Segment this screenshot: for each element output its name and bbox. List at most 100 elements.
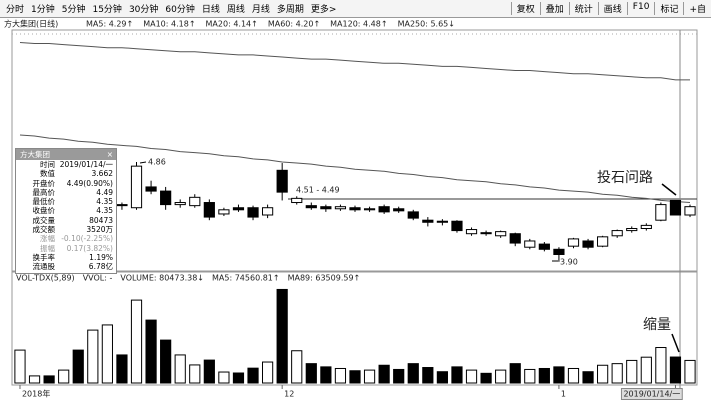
toolbar: 分时 1分钟 5分钟 15分钟 30分钟 60分钟 日线 周线 月线 多周期 更多> 复权 叠加 统计画…	[0, 0, 711, 18]
period-tabs: 分时 1分钟 5分钟 15分钟 30分钟 60分钟 日线 周线 月线 多周期 更多>	[0, 2, 336, 15]
legend-entry: MA120: 4.48↑	[330, 20, 387, 29]
info-row: 时间 2019/01/14/一	[16, 160, 116, 169]
candle-body	[363, 208, 376, 211]
volume-bar	[72, 349, 84, 384]
period-tab[interactable]: 1分钟	[31, 5, 55, 15]
candle-body	[611, 230, 623, 237]
volume-bar	[495, 369, 507, 384]
info-panel: 方大集团 × 时间 2019/01/14/一 数值 3.662 开盘价 4.49(0.90%…	[15, 148, 117, 274]
candle-body	[567, 238, 580, 247]
cursor-date-box	[620, 388, 683, 400]
volume-bar	[334, 367, 347, 384]
volume-bar	[43, 375, 55, 384]
info-row: 最高价 4.49	[16, 188, 116, 197]
candle-body	[626, 228, 638, 232]
signal-arrow	[661, 183, 677, 196]
candle-body	[130, 165, 143, 209]
info-row: 成交额 3520万	[16, 225, 116, 234]
info-row: 最低价 4.35	[16, 197, 116, 206]
period-tab[interactable]: 5分钟	[61, 5, 86, 15]
candle-body	[684, 206, 696, 216]
close-button[interactable]: ×	[106, 150, 113, 159]
volume-bar	[218, 371, 230, 384]
period-tab[interactable]: 更多>	[310, 5, 337, 15]
candle-body	[422, 219, 434, 223]
period-tab[interactable]: 60分钟	[165, 5, 195, 15]
candle-body	[407, 211, 419, 219]
legend: MA5: 4.29↑ MA10: 4.18↑ MA20: 4.14↑ MA60: 4.…	[86, 20, 455, 29]
range-label: 4.51 - 4.49	[296, 186, 340, 195]
tool-button[interactable]: 标记	[654, 2, 683, 15]
volume-bar	[436, 371, 448, 384]
candle-body	[465, 229, 478, 235]
period-tab[interactable]: 多周期	[276, 5, 304, 15]
candle-body	[247, 207, 259, 218]
volume-bar	[378, 364, 390, 384]
candle-body	[320, 206, 332, 210]
info-row: 流通股 6.78亿	[16, 262, 116, 271]
info-row: 收盘价 4.35	[16, 206, 116, 215]
volume-legend-entry: MA89: 63509.59↑	[288, 274, 361, 283]
period-tab[interactable]: 15分钟	[92, 5, 122, 15]
candle-body	[597, 236, 609, 247]
period-tab[interactable]: 月线	[251, 5, 270, 15]
period-tab[interactable]: 30分钟	[128, 5, 159, 15]
tool-buttons: 复权 叠加 统计 画线 F10 标记 +自	[510, 2, 711, 15]
period-tab[interactable]: 日线	[201, 5, 220, 15]
tool-button[interactable]: 统计	[568, 2, 598, 15]
info-key: 开盘价	[32, 178, 56, 188]
info-value: 4.35	[96, 206, 113, 216]
candle-body	[349, 207, 361, 211]
legend-entry: MA5: 4.29↑	[86, 20, 133, 29]
candle-body	[509, 233, 521, 244]
info-value: -0.10(-2.25%)	[61, 234, 113, 244]
volume-bar	[538, 367, 550, 384]
volume-note: 缩量	[643, 317, 671, 333]
candle-body	[524, 240, 536, 248]
volume-bar	[232, 372, 245, 384]
x-tick-label: 1	[561, 390, 566, 399]
volume-bar	[276, 288, 288, 384]
volume-bar	[291, 350, 303, 384]
candle-body	[436, 220, 448, 223]
candle-body	[116, 204, 128, 207]
ma-line	[19, 42, 690, 81]
candle-body	[232, 207, 245, 211]
tool-button[interactable]: 叠加	[539, 2, 569, 15]
volume-bar	[203, 359, 215, 384]
candle-body	[582, 240, 594, 248]
volume-bar	[145, 319, 157, 384]
volume-bar	[320, 366, 332, 384]
info-value: 3520万	[86, 225, 113, 235]
volume-bar	[58, 369, 70, 384]
candle-body	[640, 224, 652, 230]
tool-button[interactable]: 画线	[597, 2, 627, 15]
volume-bar	[422, 367, 434, 384]
candle-body	[495, 231, 507, 237]
candle-body	[145, 186, 157, 192]
candle-body	[291, 197, 303, 204]
candle-body	[538, 243, 550, 250]
legend-entry: MA20: 4.14↑	[206, 20, 258, 29]
chart-title: 方大集团(日线)	[4, 19, 58, 29]
info-key: 数值	[40, 169, 55, 179]
info-row: 振幅 0.17(3.82%)	[16, 244, 116, 253]
x-tick-label: 12	[284, 390, 294, 399]
volume-bar	[160, 339, 172, 384]
tool-button[interactable]: +自	[683, 2, 711, 15]
info-key: 振幅	[40, 243, 55, 253]
price-panel	[11, 29, 698, 272]
candle-body	[655, 204, 667, 221]
volume-bar	[582, 371, 594, 384]
volume-bar	[305, 363, 317, 384]
tool-button[interactable]: 复权	[510, 2, 540, 15]
period-tab[interactable]: 周线	[226, 5, 245, 15]
info-key: 成交额	[32, 225, 56, 235]
volume-bar	[189, 364, 201, 384]
legend-entry: MA250: 5.65↓	[398, 20, 455, 29]
period-tab[interactable]: 分时	[6, 5, 25, 15]
info-row: 开盘价 4.49(0.90%)	[16, 179, 116, 188]
volume-bar	[655, 347, 667, 384]
tool-button[interactable]: F10	[626, 2, 655, 15]
